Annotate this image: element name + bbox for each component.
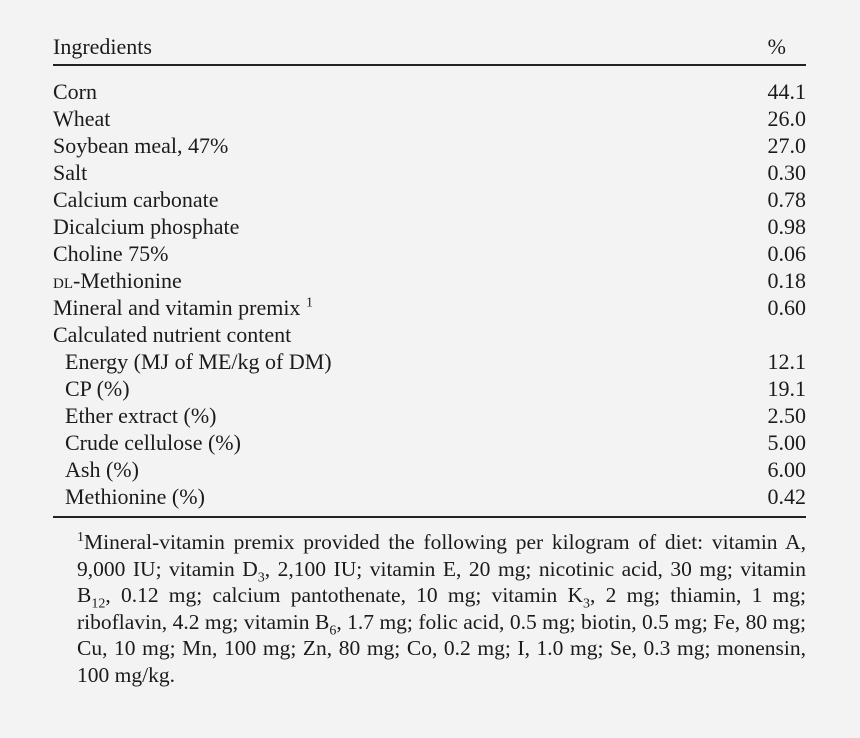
- row-value: 0.98: [767, 214, 807, 239]
- row-value: 0.78: [767, 187, 807, 212]
- table-row: Ether extract (%) 2.50: [53, 402, 806, 429]
- table-row: Corn 44.1: [53, 65, 806, 105]
- table-row: Calculated nutrient content: [53, 321, 806, 348]
- row-label: dl-Methionine: [53, 267, 715, 294]
- row-label: Dicalcium phosphate: [53, 214, 240, 239]
- footnote-number: 1: [77, 529, 84, 545]
- table-footnote: 1Mineral-vitamin premix provided the fol…: [53, 516, 806, 689]
- footnote-subscript: 12: [91, 596, 106, 612]
- footnote-marker: 1: [305, 295, 313, 311]
- row-label: Ash (%): [65, 457, 139, 482]
- table-row: Mineral and vitamin premix 1 0.60: [53, 294, 806, 321]
- row-value: 0.18: [767, 268, 807, 293]
- table-row: dl-Methionine 0.18: [53, 267, 806, 294]
- row-label: Ether extract (%): [65, 403, 217, 428]
- row-value: 12.1: [767, 349, 807, 374]
- table-row: Wheat 26.0: [53, 105, 806, 132]
- row-label: Salt: [53, 160, 88, 185]
- row-value: 0.60: [767, 295, 807, 320]
- row-value: 0.30: [767, 160, 807, 185]
- footnote-subscript: 3: [583, 596, 591, 612]
- table-row: Soybean meal, 47% 27.0: [53, 132, 806, 159]
- table-row: Ash (%) 6.00: [53, 456, 806, 483]
- row-label: Wheat: [53, 106, 111, 131]
- row-label: Choline 75%: [53, 241, 169, 266]
- footnote-part: , 0.12 mg; calcium pantothenate, 10 mg; …: [105, 583, 584, 608]
- row-label-rest: -Methionine: [73, 268, 182, 293]
- footnote-part: , 1.7 mg; folic acid, 0.5 mg; biotin, 0.…: [77, 609, 806, 687]
- header-ingredients: Ingredients: [53, 34, 152, 59]
- row-label: Corn: [53, 79, 97, 104]
- header-percent: %: [767, 34, 786, 59]
- footnote-subscript: 3: [257, 569, 265, 585]
- table-row: Crude cellulose (%) 5.00: [53, 429, 806, 456]
- row-value: 5.00: [767, 430, 807, 455]
- row-label: Energy (MJ of ME/kg of DM): [65, 349, 332, 374]
- dl-prefix: dl: [53, 268, 73, 293]
- row-label: Calcium carbonate: [53, 187, 219, 212]
- row-label: Mineral and vitamin premix 1: [53, 294, 715, 321]
- footnote-part: Mineral-vitamin premix provided the foll…: [77, 530, 806, 581]
- row-value: 2.50: [767, 403, 807, 428]
- ingredients-table: Ingredients % Corn 44.1 Wheat 26.0 Soybe…: [53, 34, 806, 516]
- row-value: 19.1: [767, 376, 807, 401]
- header-row: Ingredients %: [53, 34, 806, 65]
- table-row: Dicalcium phosphate 0.98: [53, 213, 806, 240]
- row-label: Methionine (%): [65, 484, 205, 509]
- row-value: 27.0: [767, 133, 807, 158]
- row-value: 0.42: [767, 484, 807, 509]
- table-row: Salt 0.30: [53, 159, 806, 186]
- row-label: Crude cellulose (%): [65, 430, 241, 455]
- row-value: 26.0: [767, 106, 807, 131]
- row-value: 6.00: [767, 457, 807, 482]
- table-row: CP (%) 19.1: [53, 375, 806, 402]
- row-value: [715, 321, 806, 348]
- footnote-part: , 2 mg; thiamin, 1 mg; riboflavin, 4.2 m…: [77, 583, 806, 634]
- row-label: CP (%): [65, 376, 130, 401]
- row-label: Soybean meal, 47%: [53, 133, 229, 158]
- table-row: Choline 75% 0.06: [53, 240, 806, 267]
- row-value: 44.1: [767, 79, 807, 104]
- table-row: Methionine (%) 0.42: [53, 483, 806, 516]
- section-label: Calculated nutrient content: [53, 322, 292, 347]
- row-value: 0.06: [767, 241, 807, 266]
- footnote-text: 1Mineral-vitamin premix provided the fol…: [53, 529, 806, 689]
- diet-composition-table-block: Ingredients % Corn 44.1 Wheat 26.0 Soybe…: [53, 34, 806, 689]
- table-row: Energy (MJ of ME/kg of DM) 12.1: [53, 348, 806, 375]
- row-label-text: Mineral and vitamin premix: [53, 295, 301, 320]
- footnote-part: , 2,100 IU; vitamin E, 20 mg; nicotinic …: [77, 556, 806, 608]
- table-row: Calcium carbonate 0.78: [53, 186, 806, 213]
- footnote-subscript: 6: [329, 623, 337, 639]
